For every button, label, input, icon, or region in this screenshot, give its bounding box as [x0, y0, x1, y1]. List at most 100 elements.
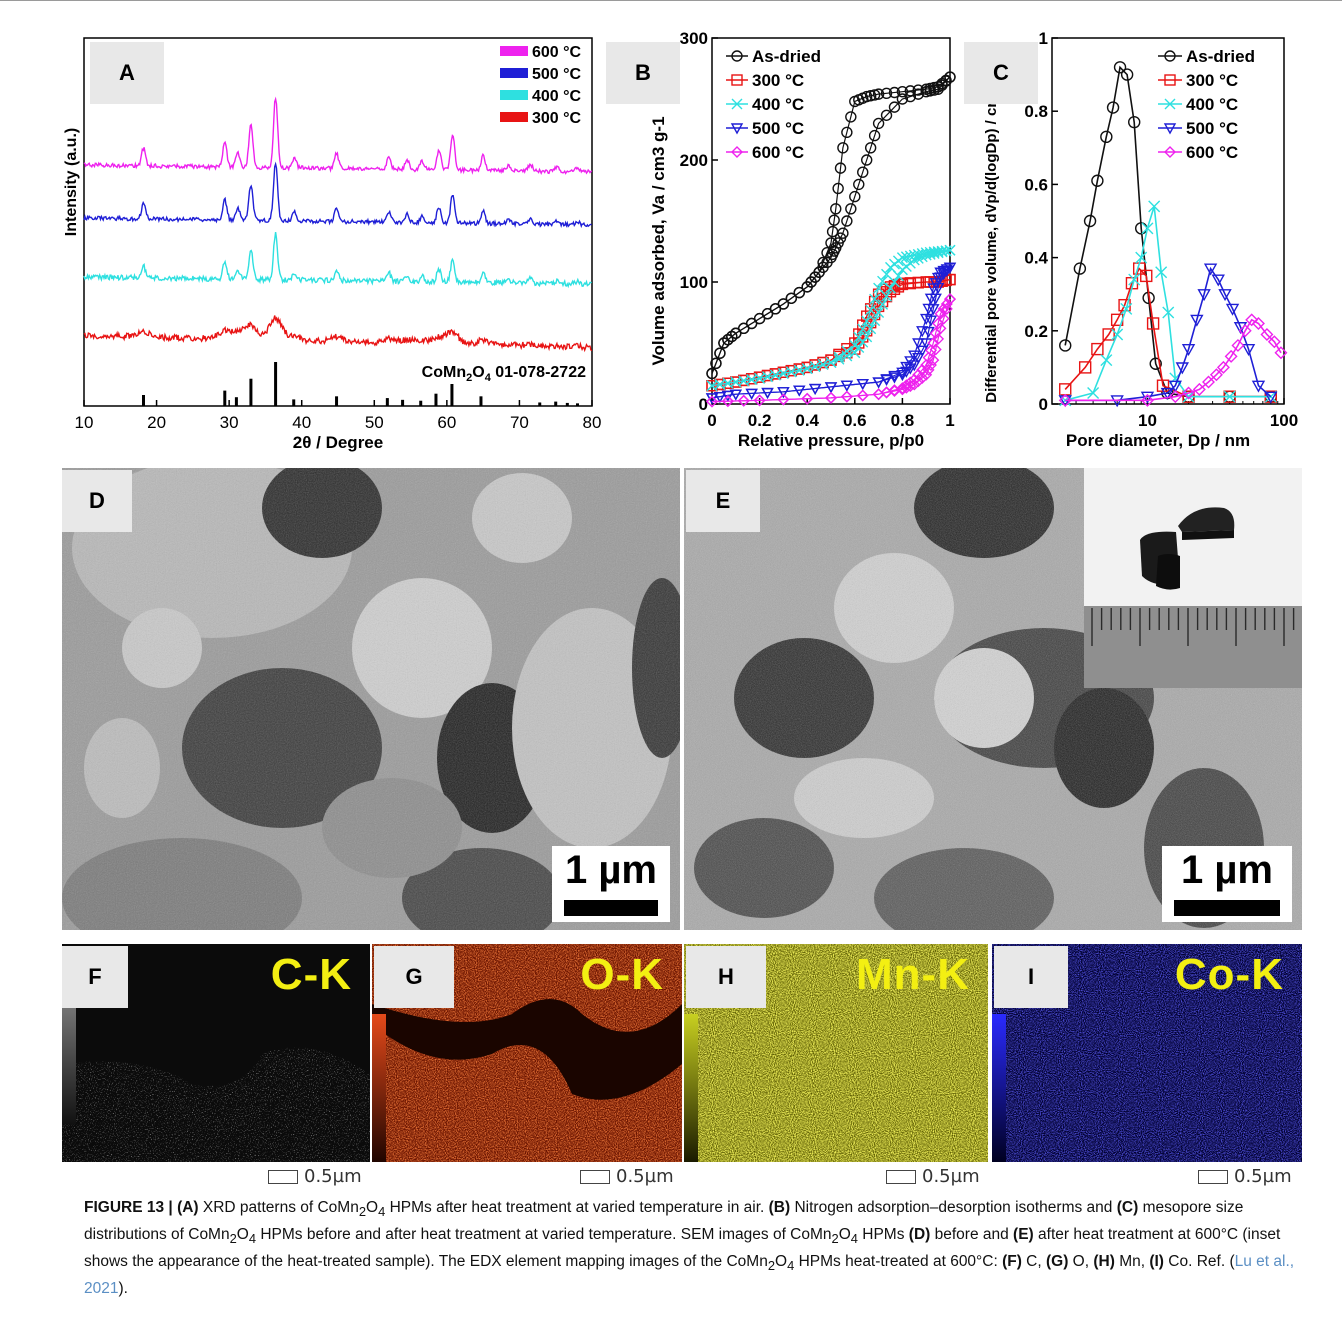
panel-label-e: E	[686, 470, 760, 532]
isotherm-point	[927, 354, 940, 367]
reference-link[interactable]: Lu et al., 2021	[84, 1253, 1295, 1298]
caption-t4: Nitrogen adsorption–desorption isotherms…	[790, 1199, 1117, 1216]
xrd-series-300	[83, 315, 593, 353]
pore-size-point	[1202, 375, 1215, 389]
x-tick-label: 20	[147, 413, 166, 432]
isotherm-point	[904, 90, 917, 103]
isotherm-point	[753, 394, 766, 407]
x-tick-label: 30	[220, 413, 239, 432]
pore-size-line	[1064, 65, 1271, 398]
isotherm-point	[793, 385, 806, 397]
isotherm-point	[896, 277, 909, 289]
pore-size-point	[1241, 344, 1256, 357]
edx-title-manganese: Mn-K	[856, 950, 970, 999]
isotherm-point	[880, 374, 893, 386]
isotherm-point	[916, 371, 929, 384]
legend-marker	[731, 74, 743, 86]
isotherm-point	[857, 166, 869, 178]
panel-label-h: H	[686, 946, 766, 1008]
isotherm-point	[793, 286, 805, 299]
x-tick-label: 40	[292, 413, 311, 432]
isotherm-chart: 0 0.2 0.4 0.6 0.8 1 0 100 200 300 Relative pressur…	[649, 30, 957, 450]
isotherm-point	[920, 313, 933, 326]
isotherm-point	[920, 358, 933, 371]
x-tick-label: 50	[365, 413, 384, 432]
isotherm-point	[849, 190, 861, 203]
scale-line-d	[564, 900, 658, 916]
isotherm-point	[881, 268, 893, 280]
pore-size-point	[1218, 289, 1232, 302]
y-axis-label: Differential pore volume, dVp/d(logDp) /…	[983, 59, 1000, 402]
isotherm-point	[908, 373, 921, 386]
pore-size-point	[1197, 289, 1211, 302]
legend-label: 500 °C	[752, 119, 804, 138]
isotherm-point	[869, 293, 881, 305]
pore-size-point	[1091, 174, 1104, 187]
caption-sub: 2	[767, 1258, 776, 1274]
isotherm-point	[877, 275, 889, 287]
isotherm-point	[896, 367, 909, 379]
isotherm-point	[924, 344, 937, 357]
legend-marker	[731, 50, 743, 62]
caption-ref-a: (A)	[177, 1199, 199, 1216]
pore-size-point	[1078, 361, 1092, 374]
sem-image-after: 1 µm	[684, 468, 1302, 930]
isotherm-point	[801, 392, 814, 405]
legend-marker	[1164, 74, 1176, 86]
pore-size-point	[1209, 368, 1223, 382]
isotherm-point	[940, 75, 952, 87]
legend-label: 300 °C	[752, 71, 804, 90]
isotherm-point	[944, 273, 956, 286]
legend-marker	[1164, 98, 1176, 110]
edx-scale-text-f: 0.5µm	[304, 1166, 362, 1187]
panel-label-a: A	[90, 42, 164, 104]
caption-t15: O,	[1068, 1253, 1094, 1271]
panel-label-b: B	[606, 42, 680, 104]
isotherm-point	[873, 282, 885, 294]
x-tick-label: 60	[437, 413, 456, 432]
caption-sub: 2	[831, 1231, 839, 1247]
isotherm-point	[929, 327, 942, 340]
isotherm-point	[761, 387, 774, 400]
caption-ref-i: (I)	[1149, 1253, 1164, 1271]
x-tick-label: 0.6	[843, 411, 867, 430]
panel-label-g: G	[374, 946, 454, 1008]
legend-label: 600 °C	[532, 44, 582, 61]
isotherm-point	[912, 84, 924, 96]
isotherm-point	[706, 380, 718, 392]
edx-scale-box-h	[886, 1169, 916, 1184]
legend-label: 600 °C	[752, 143, 804, 162]
pore-size-point	[1135, 251, 1148, 264]
pore-size-point	[1225, 303, 1240, 316]
y-axis-label: Volume adsorbed, Va / cm3 g-1	[649, 116, 668, 365]
pore-size-point	[1162, 306, 1175, 319]
edx-map-oxygen: O-K	[372, 944, 682, 1162]
legend-swatch	[500, 90, 528, 100]
caption-sub: 4	[378, 1204, 386, 1220]
isotherm-point	[777, 298, 790, 310]
isotherm-point	[873, 307, 885, 318]
pore-size-point	[1120, 68, 1134, 81]
isotherm-point	[916, 363, 929, 376]
pore-size-point	[1113, 61, 1127, 74]
pore-size-point	[1175, 362, 1189, 375]
scale-label-d: 1 µm	[565, 848, 657, 892]
caption-t3: HPMs after heat treatment at varied temp…	[385, 1199, 769, 1216]
pore-size-point	[1216, 360, 1230, 374]
isotherm-line	[711, 298, 951, 403]
caption-t12: O	[775, 1253, 788, 1271]
isotherm-point	[729, 389, 742, 401]
isotherm-point	[861, 315, 873, 327]
isotherm-point	[860, 154, 873, 166]
pore-size-point	[1087, 387, 1100, 400]
pore-size-point	[1146, 317, 1160, 330]
legend-label: As-dried	[752, 47, 821, 66]
isotherm-point	[785, 292, 798, 304]
caption-ref-f: (F)	[1002, 1253, 1022, 1271]
isotherm-point	[777, 387, 790, 399]
caption-ref-e: (E)	[1013, 1226, 1034, 1244]
pore-size-point	[1224, 349, 1238, 363]
pore-size-point	[1192, 382, 1206, 396]
pore-size-point	[1203, 263, 1218, 276]
x-tick-label: 0	[707, 411, 716, 430]
